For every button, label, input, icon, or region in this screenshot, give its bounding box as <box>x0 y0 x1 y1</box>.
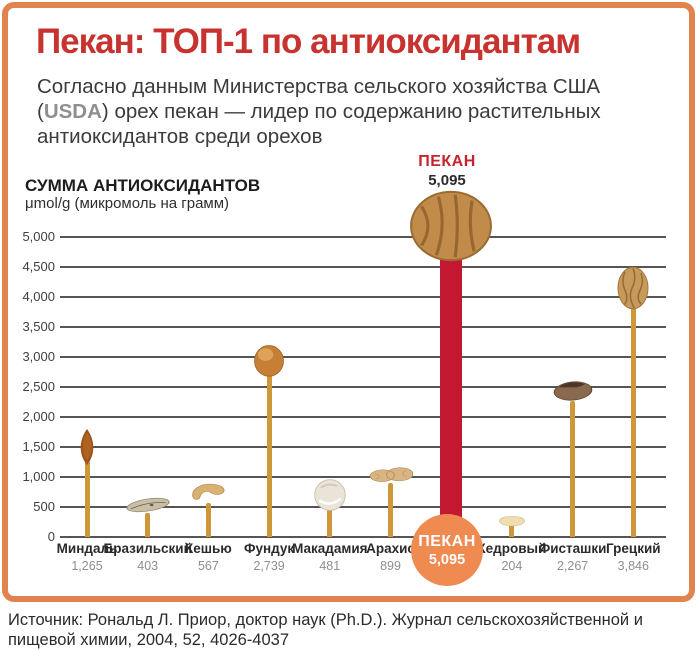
gridline <box>60 446 666 448</box>
hazelnut-bar <box>266 373 272 537</box>
walnut-icon <box>613 265 653 311</box>
walnut-value-label: 3,846 <box>617 559 649 573</box>
usda-abbreviation: USDA <box>43 100 102 123</box>
cashew-category-label: Кешью <box>184 541 232 556</box>
pecan-callout-label: ПЕКАН <box>418 153 476 170</box>
brazil-nut-icon <box>125 492 171 518</box>
ytick-label: 1,000 <box>22 469 55 484</box>
macadamia-bar <box>327 508 333 537</box>
cashew-value-label: 567 <box>197 559 219 573</box>
gridline <box>60 326 666 328</box>
peanut-icon <box>369 462 413 488</box>
ytick-label: 2,500 <box>22 379 55 394</box>
pistachio-bar <box>570 401 576 537</box>
walnut-category-label: Грецкий <box>606 541 661 556</box>
almond-icon <box>73 428 101 466</box>
walnut-bar <box>630 306 636 537</box>
pecan-badge: ПЕКАН 5,095 <box>411 514 483 586</box>
axis-units-label: μmol/g (микромоль на грамм) <box>25 195 230 212</box>
gridline <box>60 296 666 298</box>
macadamia-icon <box>312 477 348 513</box>
pine-nut-category-label: Кедровый <box>477 541 547 556</box>
almond-category-label: Миндаль <box>56 541 118 556</box>
ytick-label: 4,500 <box>22 259 55 274</box>
gridline <box>60 416 666 418</box>
almond-value-label: 1,265 <box>71 559 103 573</box>
peanut-bar <box>388 483 393 537</box>
hazelnut-icon <box>252 342 286 378</box>
pine-nut-bar <box>509 525 515 537</box>
subtitle-post: ) орех пекан — лидер по содержанию расти… <box>37 100 601 148</box>
cashew-bar <box>205 503 211 537</box>
gridline <box>60 386 666 388</box>
ytick-label: 1,500 <box>22 439 55 454</box>
brazil-nut-value-label: 403 <box>137 559 159 573</box>
ytick-label: 3,500 <box>22 319 55 334</box>
macadamia-category-label: Макадамия <box>292 541 368 556</box>
gridline <box>60 266 666 268</box>
gridline <box>60 536 666 538</box>
gridline <box>60 356 666 358</box>
ytick-label: 0 <box>47 529 55 544</box>
pecan-badge-name: ПЕКАН <box>418 532 476 550</box>
pecan-icon <box>409 187 493 265</box>
ytick-label: 4,000 <box>22 289 55 304</box>
gridline <box>60 236 666 238</box>
subtitle: Согласно данным Министерства сельского х… <box>37 74 665 149</box>
brazil-nut-category-label: Бразильский <box>103 541 192 556</box>
axis-title: СУММА АНТИОКСИДАНТОВ <box>25 176 261 195</box>
pecan-bar <box>440 231 463 537</box>
peanut-value-label: 899 <box>380 559 401 573</box>
page-title: Пекан: ТОП-1 по антиоксидантам <box>36 22 581 61</box>
ytick-label: 5,000 <box>22 229 55 244</box>
hazelnut-value-label: 2,739 <box>253 559 285 573</box>
almond-bar <box>84 461 90 537</box>
pistachio-category-label: Фисташки <box>538 541 607 556</box>
cashew-icon <box>188 480 228 508</box>
peanut-category-label: Арахис <box>366 541 415 556</box>
source-note: Источник: Рональд Л. Приор, доктор наук … <box>8 611 643 649</box>
card-frame <box>2 2 695 602</box>
ytick-label: 3,000 <box>22 349 55 364</box>
pistachio-value-label: 2,267 <box>556 559 589 573</box>
macadamia-value-label: 481 <box>319 559 341 573</box>
hazelnut-category-label: Фундук <box>244 541 295 556</box>
ytick-label: 2,000 <box>22 409 55 424</box>
pistachio-icon <box>552 376 594 406</box>
pecan-badge-value: 5,095 <box>428 551 466 568</box>
pine-nut-icon <box>498 512 526 530</box>
gridline <box>60 476 666 478</box>
subtitle-pre: Согласно данным Министерства сельского х… <box>37 75 601 123</box>
brazil-nut-bar <box>145 513 151 537</box>
gridline <box>60 506 666 508</box>
pine-nut-value-label: 204 <box>501 559 523 573</box>
pecan-callout-value: 5,095 <box>428 172 466 189</box>
ytick-label: 500 <box>33 499 55 514</box>
